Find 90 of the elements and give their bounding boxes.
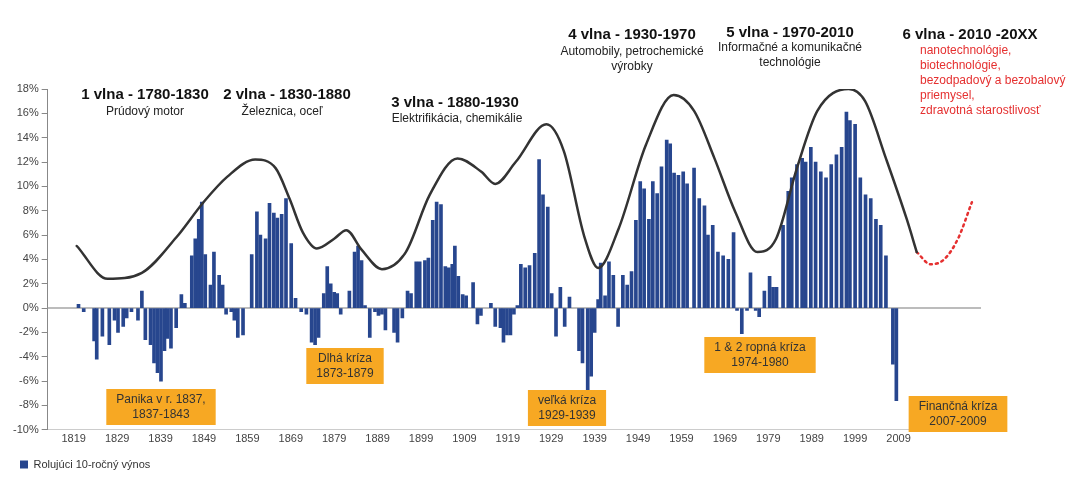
y-tick-label: -10% bbox=[12, 422, 39, 435]
text: 6 vlna - 2010 -20XX bbox=[902, 25, 1038, 43]
bar bbox=[537, 159, 541, 308]
bar bbox=[94, 308, 99, 360]
x-tick-label: 1849 bbox=[191, 432, 217, 445]
annotation: 2 vlna - 1830-1880 bbox=[223, 85, 351, 103]
annotation: Prúdový motor bbox=[105, 104, 185, 119]
x-tick-label: 1889 bbox=[365, 432, 390, 445]
bar bbox=[519, 263, 523, 308]
bar bbox=[335, 293, 340, 308]
bar bbox=[81, 308, 86, 313]
x-tick-label: 1899 bbox=[408, 432, 434, 445]
annotation: Elektrifikácia, chemikálie bbox=[391, 111, 523, 126]
bar bbox=[338, 308, 343, 315]
x-tick-label: 2009 bbox=[886, 432, 911, 445]
annotation: 1 vlna - 1780-1830 bbox=[81, 85, 209, 103]
x-tick-label: 1819 bbox=[61, 432, 86, 445]
x-tick-label: 1999 bbox=[842, 432, 868, 445]
y-tick-label: -4% bbox=[19, 349, 39, 362]
annotation: Panika v r. 1837, 1837-1843 bbox=[116, 391, 206, 421]
y-tick-label: 4% bbox=[22, 252, 39, 265]
y-tick-label: 0% bbox=[22, 301, 39, 314]
bar bbox=[464, 295, 468, 308]
y-tick-label: -8% bbox=[19, 398, 39, 411]
bar bbox=[809, 147, 813, 308]
y-tick-label: 10% bbox=[16, 179, 39, 192]
y-tick-label: 16% bbox=[16, 106, 39, 119]
y-tick-label: 8% bbox=[22, 203, 39, 216]
x-tick-label: 1969 bbox=[712, 432, 738, 445]
y-tick-label: 14% bbox=[16, 130, 39, 143]
bar bbox=[471, 282, 475, 308]
line-series bbox=[75, 89, 918, 281]
annotation: Finančná kríza 2007-2009 bbox=[918, 398, 998, 428]
bar bbox=[681, 171, 686, 308]
bar bbox=[554, 308, 558, 337]
bar bbox=[140, 290, 144, 308]
x-tick-label: 1989 bbox=[799, 432, 824, 445]
y-tick-label: -2% bbox=[19, 325, 39, 338]
x-tick-label: 1879 bbox=[321, 432, 347, 445]
x-tick-label: 1839 bbox=[148, 432, 173, 445]
bar bbox=[439, 204, 443, 308]
annotation: Železnica, oceľ bbox=[241, 103, 323, 119]
annotation: veľká kríza 1929-1939 bbox=[537, 392, 597, 422]
bar bbox=[598, 262, 603, 308]
bar bbox=[616, 308, 620, 327]
bar bbox=[493, 308, 498, 327]
bar bbox=[136, 308, 140, 321]
x-tick-label: 1959 bbox=[669, 432, 694, 445]
x-tick-label: 1829 bbox=[104, 432, 130, 445]
bar bbox=[757, 308, 761, 317]
x-tick-label: 1949 bbox=[625, 432, 651, 445]
bar bbox=[607, 261, 611, 308]
bar bbox=[621, 274, 625, 308]
annotation: 3 vlna - 1880-1930 bbox=[391, 93, 519, 111]
bar bbox=[159, 308, 163, 382]
x-tick-label: 1929 bbox=[539, 432, 564, 445]
bar bbox=[325, 266, 330, 308]
text: 4 vlna - 1930-1970 bbox=[568, 25, 696, 43]
line-series bbox=[915, 200, 974, 266]
bar bbox=[356, 245, 360, 308]
bar bbox=[304, 308, 309, 315]
y-tick-label: 6% bbox=[22, 228, 39, 241]
y-tick-label: -6% bbox=[19, 374, 39, 387]
y-tick-label: 18% bbox=[16, 82, 39, 95]
annotation: 1 & 2 ropná kríza 1974-1980 bbox=[714, 339, 807, 369]
text: 5 vlna - 1970-2010 bbox=[726, 23, 854, 41]
annotation: Dlhá kríza 1873-1879 bbox=[316, 350, 375, 380]
text: Informačné a komunikačné technológie bbox=[717, 40, 863, 70]
bar bbox=[650, 181, 655, 308]
bar bbox=[668, 143, 673, 308]
y-tick-label: 2% bbox=[22, 276, 39, 289]
x-tick-label: 1979 bbox=[756, 432, 781, 445]
bar bbox=[562, 308, 567, 327]
x-tick-label: 1939 bbox=[582, 432, 607, 445]
bar bbox=[453, 245, 457, 308]
bar bbox=[523, 267, 528, 308]
annotation: nanotechnológie, biotechnológie, bezodpadový a bezobalový priemysel, zdravotná starostlivosť bbox=[920, 43, 1066, 118]
x-tick-label: 1859 bbox=[235, 432, 260, 445]
bar bbox=[489, 302, 493, 308]
legend-label: Rolujúci 10-ročný výnos bbox=[33, 457, 151, 470]
bar bbox=[299, 308, 304, 313]
bar bbox=[275, 217, 280, 308]
y-tick-label: 12% bbox=[16, 155, 39, 168]
bar bbox=[107, 308, 112, 345]
x-tick-label: 1869 bbox=[278, 432, 304, 445]
bar bbox=[638, 181, 643, 308]
bar bbox=[199, 201, 204, 308]
text: Automobily, petrochemické výrobky bbox=[560, 44, 704, 74]
x-tick-label: 1909 bbox=[452, 432, 477, 445]
x-tick-label: 1919 bbox=[495, 432, 521, 445]
